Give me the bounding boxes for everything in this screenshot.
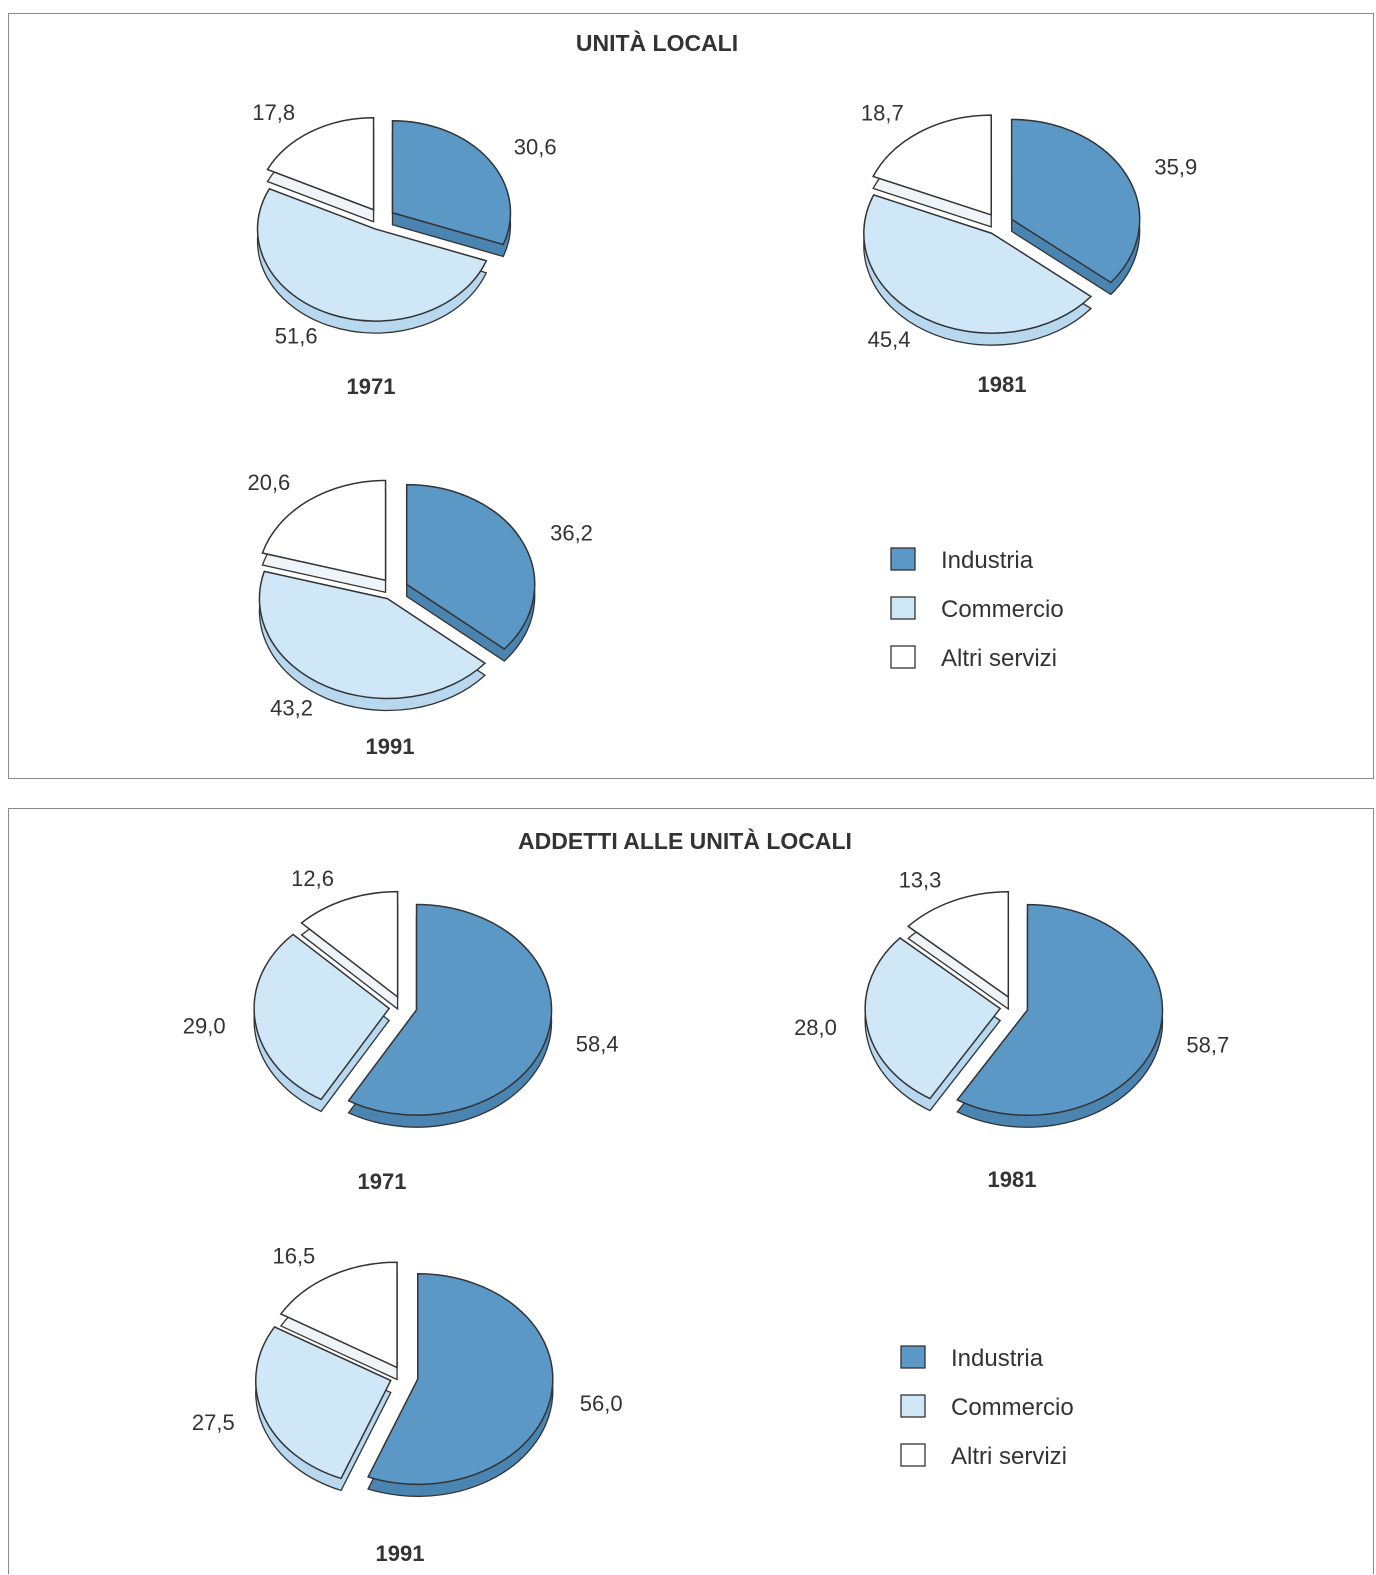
value-label: 16,5	[272, 1244, 315, 1269]
legend-swatch	[900, 1443, 926, 1467]
slice-industria	[366, 1272, 554, 1486]
slice-industria	[391, 119, 512, 246]
value-label: 45,4	[868, 327, 911, 352]
value-label: 58,4	[576, 1031, 619, 1056]
legend-swatch	[900, 1345, 926, 1369]
slice-industria	[347, 903, 553, 1116]
slice-altri-servizi	[261, 479, 387, 582]
year-label: 1981	[988, 1167, 1037, 1192]
year-label: 1991	[376, 1541, 425, 1566]
legend-swatch	[890, 596, 916, 620]
pie-1991: 36,2 43,2 20,6 1991	[247, 470, 592, 759]
value-label: 20,6	[247, 470, 290, 495]
pie-1971: 58,4 29,0 12,6 1971	[183, 866, 619, 1194]
pie-chart-unita-locali: UNITÀ LOCALI 30,6 51,6 17,8 1971 35,9 45,4 18,…	[247, 29, 1197, 759]
pie-1981: 35,9 45,4 18,7 1981	[861, 100, 1197, 397]
legend-item: Altri servizi	[951, 1443, 1067, 1470]
legend-swatch	[890, 645, 916, 669]
year-label: 1981	[978, 372, 1027, 397]
legend-swatch	[900, 1394, 926, 1418]
chart-panel-addetti: ADDETTI ALLE UNITÀ LOCALI 58,4 29,0 12,6 19…	[8, 808, 1374, 1574]
slice-altri-servizi	[300, 890, 399, 999]
pie-chart-addetti: ADDETTI ALLE UNITÀ LOCALI 58,4 29,0 12,6 19…	[183, 827, 1229, 1566]
value-label: 58,7	[1186, 1033, 1229, 1058]
value-label: 36,2	[550, 521, 593, 546]
year-label: 1971	[347, 374, 396, 399]
slice-commercio	[863, 193, 1093, 334]
slice-commercio	[258, 570, 487, 700]
legend-swatch	[890, 547, 916, 571]
year-label: 1991	[366, 734, 415, 759]
pie-1991: 56,0 27,5 16,5 1991	[192, 1244, 623, 1566]
chart-panel-unita-locali: UNITÀ LOCALI 30,6 51,6 17,8 1971 35,9 45,4 18,…	[8, 13, 1374, 779]
slice-commercio	[253, 933, 391, 1101]
value-label: 17,8	[252, 100, 295, 125]
legend-item: Commercio	[941, 596, 1064, 623]
pie-1981: 58,7 28,0 13,3 1981	[794, 867, 1229, 1192]
legend-item: Industria	[951, 1345, 1044, 1372]
slice-commercio	[256, 187, 488, 322]
year-label: 1971	[358, 1169, 407, 1194]
legend: Industria Commercio Altri servizi	[890, 547, 1064, 672]
value-label: 18,7	[861, 100, 904, 125]
pie-1971: 30,6 51,6 17,8 1971	[252, 100, 556, 399]
chart-title: UNITÀ LOCALI	[576, 29, 738, 56]
value-label: 51,6	[275, 323, 318, 348]
slice-altri-servizi	[266, 116, 375, 211]
legend-item: Commercio	[951, 1394, 1074, 1421]
slice-altri-servizi	[279, 1261, 398, 1369]
value-label: 43,2	[270, 695, 313, 720]
chart-title: ADDETTI ALLE UNITÀ LOCALI	[518, 827, 852, 854]
slice-commercio	[255, 1326, 392, 1480]
value-label: 12,6	[291, 866, 334, 891]
slice-altri-servizi	[872, 114, 992, 216]
legend: Industria Commercio Altri servizi	[900, 1345, 1074, 1470]
value-label: 35,9	[1154, 155, 1197, 180]
slice-commercio	[864, 936, 1002, 1100]
slice-industria	[1010, 118, 1141, 284]
legend-item: Altri servizi	[941, 645, 1057, 672]
value-label: 30,6	[514, 135, 557, 160]
value-label: 27,5	[192, 1410, 235, 1435]
value-label: 56,0	[580, 1391, 623, 1416]
value-label: 28,0	[794, 1015, 837, 1040]
slice-industria	[956, 903, 1164, 1116]
slice-industria	[405, 483, 536, 650]
value-label: 13,3	[899, 867, 942, 892]
legend-item: Industria	[941, 547, 1034, 574]
slice-altri-servizi	[906, 890, 1010, 999]
value-label: 29,0	[183, 1013, 226, 1038]
